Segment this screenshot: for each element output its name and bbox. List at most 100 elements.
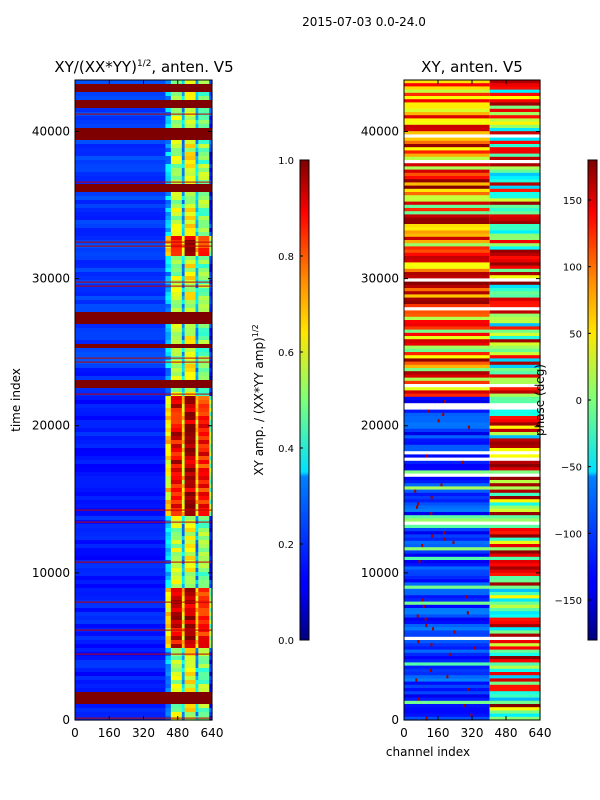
amplitude-cell xyxy=(181,484,186,489)
phase-speckle xyxy=(422,604,425,609)
colorbar-tick-label: 0 xyxy=(576,396,582,407)
amplitude-cell xyxy=(75,156,167,161)
amplitude-cell xyxy=(165,580,172,585)
amplitude-cell xyxy=(165,288,172,293)
amplitude-cell xyxy=(181,328,186,333)
amplitude-cell xyxy=(75,196,167,201)
amplitude-colorbar-gradient xyxy=(299,159,310,641)
phase-cell xyxy=(404,592,490,596)
amplitude-cell xyxy=(170,328,183,333)
amplitude-cell xyxy=(75,468,167,473)
amplitude-cell xyxy=(184,324,197,329)
amplitude-cell xyxy=(195,308,199,313)
phase-cell xyxy=(404,262,490,267)
amplitude-cell xyxy=(184,304,197,309)
amplitude-cell xyxy=(184,176,197,181)
amplitude-cell xyxy=(165,192,172,197)
amplitude-cell xyxy=(181,80,186,85)
amplitude-cell xyxy=(184,572,197,577)
amplitude-band xyxy=(75,344,212,349)
amplitude-cell xyxy=(75,584,167,589)
amplitude-cell xyxy=(181,460,186,465)
phase-cell xyxy=(404,707,490,711)
amplitude-cell xyxy=(170,268,183,273)
amplitude-cell xyxy=(195,300,199,305)
phase-cell xyxy=(404,192,490,196)
amplitude-cell xyxy=(198,404,210,409)
amplitude-cell xyxy=(181,416,186,421)
amplitude-cell xyxy=(75,456,167,461)
phase-cell xyxy=(404,112,490,116)
amplitude-cell xyxy=(195,708,199,713)
amplitude-cell xyxy=(181,148,186,153)
amplitude-cell xyxy=(195,208,199,213)
amplitude-cell xyxy=(184,548,197,553)
amplitude-cell xyxy=(75,452,167,457)
amplitude-cell xyxy=(170,480,183,485)
amplitude-cell xyxy=(209,496,213,501)
amplitude-cell xyxy=(209,172,213,177)
amplitude-cell xyxy=(170,96,183,101)
amplitude-cell xyxy=(195,376,199,381)
amplitude-cell xyxy=(195,248,199,253)
amplitude-cell xyxy=(75,268,167,273)
amplitude-cell xyxy=(209,604,213,609)
amplitude-cell xyxy=(181,144,186,149)
amplitude-cell xyxy=(170,424,183,429)
amplitude-cell xyxy=(165,624,172,629)
amplitude-cell xyxy=(165,404,172,409)
phase-cell xyxy=(489,150,541,155)
amplitude-cell xyxy=(198,208,210,213)
phase-cell xyxy=(404,310,490,315)
amplitude-cell xyxy=(184,168,197,173)
amplitude-cell xyxy=(170,568,183,573)
phase-speckle xyxy=(429,668,432,673)
amplitude-cell xyxy=(165,220,172,225)
phase-speckle xyxy=(425,716,428,721)
amplitude-cell xyxy=(75,448,167,453)
amplitude-cell xyxy=(198,120,210,125)
phase-gap xyxy=(404,384,540,388)
amplitude-colorbar-label-sup: 1/2 xyxy=(251,324,260,337)
phase-speckle xyxy=(430,496,433,500)
amplitude-cell xyxy=(181,292,186,297)
amplitude-cell xyxy=(209,436,213,441)
phase-cell xyxy=(404,502,490,507)
amplitude-cell xyxy=(198,140,210,145)
phase-cell xyxy=(489,256,541,260)
amplitude-cell xyxy=(165,672,172,677)
amplitude-cell xyxy=(181,208,186,213)
amplitude-cell xyxy=(170,468,183,473)
amplitude-cell xyxy=(181,616,186,621)
amplitude-cell xyxy=(184,468,197,473)
phase-speckle xyxy=(446,675,449,679)
amplitude-cell xyxy=(181,152,186,157)
phase-band xyxy=(404,166,540,171)
amplitude-cell xyxy=(170,512,183,517)
amplitude-cell xyxy=(181,400,186,405)
colorbar-tick-label: 0.2 xyxy=(278,540,294,551)
phase-cell xyxy=(404,428,490,433)
amplitude-cell xyxy=(75,440,167,445)
amplitude-cell xyxy=(75,684,167,689)
amplitude-cell xyxy=(184,140,197,145)
phase-cell xyxy=(404,704,490,708)
phase-speckle xyxy=(430,512,433,516)
phase-cell xyxy=(404,150,490,155)
amplitude-cell xyxy=(75,540,167,545)
amplitude-cell xyxy=(75,140,167,145)
amplitude-cell xyxy=(198,496,210,501)
amplitude-cell xyxy=(198,352,210,357)
phase-cell xyxy=(489,156,541,161)
amplitude-cell xyxy=(170,308,183,313)
amplitude-cell xyxy=(198,204,210,209)
amplitude-cell xyxy=(170,420,183,425)
amplitude-cell xyxy=(170,632,183,637)
phase-cell xyxy=(404,297,490,302)
amplitude-cell xyxy=(75,248,167,253)
amplitude-cell xyxy=(198,220,210,225)
phase-cell xyxy=(404,460,490,465)
phase-cell xyxy=(489,448,541,452)
amplitude-cell xyxy=(195,408,199,413)
amplitude-cell xyxy=(209,204,213,209)
